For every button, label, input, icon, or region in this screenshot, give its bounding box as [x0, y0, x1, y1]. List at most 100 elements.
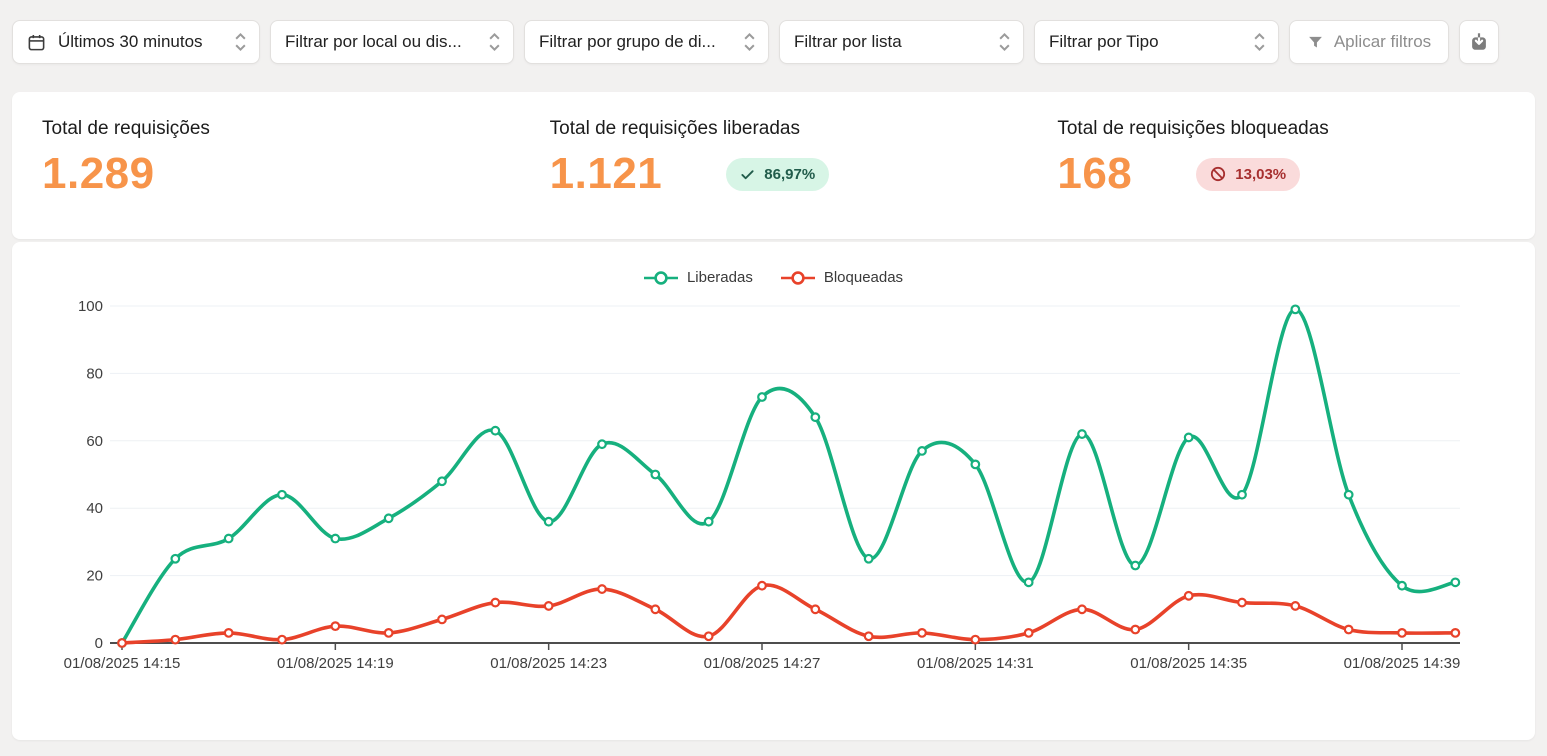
filter-select-grupo[interactable]: Filtrar por grupo de di... — [524, 20, 769, 64]
liberadas-point[interactable] — [917, 446, 927, 456]
stat-total: Total de requisições 1.289 — [12, 92, 520, 239]
calendar-icon — [27, 33, 46, 52]
released-percentage-badge: 86,97% — [726, 157, 830, 191]
legend-item-liberadas[interactable]: Liberadas — [643, 269, 753, 286]
bloqueadas-point[interactable] — [1343, 624, 1354, 635]
liberadas-point[interactable] — [170, 553, 181, 564]
filter-select-grupo-label: Filtrar por grupo de di... — [539, 32, 716, 51]
liberadas-point[interactable] — [970, 459, 981, 470]
bloqueadas-line — [120, 583, 1458, 645]
bloqueadas-point[interactable] — [757, 580, 767, 591]
filter-select-lista[interactable]: Filtrar por lista — [779, 20, 1024, 64]
bloqueadas-point[interactable] — [1237, 597, 1247, 608]
chevron-updown-icon — [488, 31, 501, 53]
legend-item-bloqueadas[interactable]: Bloqueadas — [780, 269, 903, 286]
liberadas-point[interactable] — [1290, 304, 1301, 315]
liberadas-point[interactable] — [757, 392, 767, 402]
chevron-updown-icon — [743, 31, 756, 53]
y-tick-label: 80 — [86, 365, 103, 382]
bloqueadas-point[interactable] — [223, 627, 234, 638]
liberadas-point[interactable] — [1397, 580, 1407, 591]
bloqueadas-point[interactable] — [863, 631, 874, 642]
liberadas-point[interactable] — [703, 516, 714, 527]
x-tick-label: 01/08/2025 14:39 — [1344, 655, 1461, 672]
chart-legend: Liberadas Bloqueadas — [12, 242, 1535, 286]
x-tick-label: 01/08/2025 14:19 — [277, 655, 394, 672]
bloqueadas-point[interactable] — [917, 627, 927, 638]
chevron-updown-icon — [1253, 31, 1266, 53]
bloqueadas-point[interactable] — [970, 634, 981, 645]
liberadas-point[interactable] — [1237, 489, 1247, 500]
download-button[interactable] — [1459, 20, 1499, 64]
liberadas-point[interactable] — [1183, 432, 1194, 443]
liberadas-point[interactable] — [1343, 489, 1354, 500]
bloqueadas-point[interactable] — [650, 604, 661, 615]
filter-select-local-label: Filtrar por local ou dis... — [285, 32, 462, 51]
stats-card: Total de requisições 1.289 Total de requ… — [12, 92, 1535, 239]
bloqueadas-point[interactable] — [330, 621, 341, 632]
liberadas-point[interactable] — [543, 516, 554, 527]
y-tick-label: 40 — [86, 500, 103, 517]
bloqueadas-point[interactable] — [1023, 627, 1034, 638]
apply-filters-label: Aplicar filtros — [1333, 32, 1432, 51]
requests-line-chart[interactable]: 0 20 40 60 80 100 01/08/2025 14:15 01/08/2025 1… — [12, 296, 1535, 716]
legend-marker-liberadas-icon — [643, 270, 678, 285]
filter-select-local[interactable]: Filtrar por local ou dis... — [270, 20, 514, 64]
legend-label-liberadas: Liberadas — [686, 269, 753, 286]
bloqueadas-point[interactable] — [1290, 601, 1301, 611]
y-tick-label: 100 — [78, 298, 103, 315]
bloqueadas-point[interactable] — [543, 601, 554, 611]
bloqueadas-point[interactable] — [810, 604, 821, 615]
bloqueadas-point[interactable] — [597, 584, 607, 594]
liberadas-point[interactable] — [1450, 577, 1461, 588]
released-percentage-value: 86,97% — [764, 165, 816, 183]
filter-select-tipo[interactable]: Filtrar por Tipo — [1034, 20, 1279, 64]
liberadas-point[interactable] — [1077, 429, 1087, 439]
liberadas-point[interactable] — [1023, 577, 1034, 588]
liberadas-point[interactable] — [277, 489, 287, 500]
liberadas-point[interactable] — [223, 533, 234, 544]
bloqueadas-point[interactable] — [170, 634, 181, 645]
stat-released-value: 1.121 — [549, 149, 663, 198]
chevron-updown-icon — [998, 31, 1011, 53]
blocked-percentage-badge: 13,03% — [1196, 157, 1301, 191]
liberadas-point[interactable] — [1130, 560, 1141, 571]
liberadas-line — [120, 307, 1458, 645]
liberadas-point[interactable] — [810, 412, 821, 423]
bloqueadas-point[interactable] — [703, 631, 714, 642]
apply-filters-button[interactable]: Aplicar filtros — [1289, 20, 1449, 64]
liberadas-point[interactable] — [437, 476, 447, 487]
filter-funnel-icon — [1307, 34, 1324, 51]
stat-blocked-value: 168 — [1057, 149, 1133, 198]
liberadas-point[interactable] — [863, 553, 874, 564]
bloqueadas-point[interactable] — [437, 614, 447, 625]
y-tick-label: 0 — [95, 635, 103, 652]
bloqueadas-point[interactable] — [1397, 627, 1407, 638]
bloqueadas-point[interactable] — [1450, 627, 1461, 638]
chart-area: 0 20 40 60 80 100 01/08/2025 14:15 01/08/2025 1… — [12, 296, 1535, 721]
liberadas-point[interactable] — [490, 425, 501, 436]
bloqueadas-point[interactable] — [490, 597, 501, 608]
filter-select-lista-label: Filtrar por lista — [794, 32, 902, 51]
x-tick-label: 01/08/2025 14:31 — [917, 655, 1034, 672]
date-range-select[interactable]: Últimos 30 minutos — [12, 20, 260, 64]
liberadas-point[interactable] — [597, 439, 607, 450]
stat-released: Total de requisições liberadas 1.121 86,… — [520, 92, 1028, 239]
legend-marker-bloqueadas-icon — [780, 270, 815, 285]
bloqueadas-point[interactable] — [1130, 624, 1141, 635]
bloqueadas-point[interactable] — [1183, 590, 1194, 601]
y-tick-label: 20 — [86, 568, 103, 585]
liberadas-point[interactable] — [650, 469, 661, 480]
liberadas-point[interactable] — [330, 533, 341, 544]
stat-blocked: Total de requisições bloqueadas 168 13,0… — [1027, 92, 1535, 239]
date-range-label: Últimos 30 minutos — [58, 32, 203, 51]
bloqueadas-point[interactable] — [1077, 604, 1087, 615]
bloqueadas-point[interactable] — [117, 638, 127, 648]
stat-total-value: 1.289 — [42, 149, 155, 198]
blocked-icon — [1210, 166, 1226, 182]
x-tick-label: 01/08/2025 14:23 — [490, 655, 607, 672]
liberadas-point[interactable] — [383, 513, 394, 524]
bloqueadas-point[interactable] — [383, 627, 394, 638]
chart-card: Liberadas Bloqueadas 0 20 40 60 80 100 01/08/2… — [12, 242, 1535, 740]
bloqueadas-point[interactable] — [277, 634, 287, 645]
